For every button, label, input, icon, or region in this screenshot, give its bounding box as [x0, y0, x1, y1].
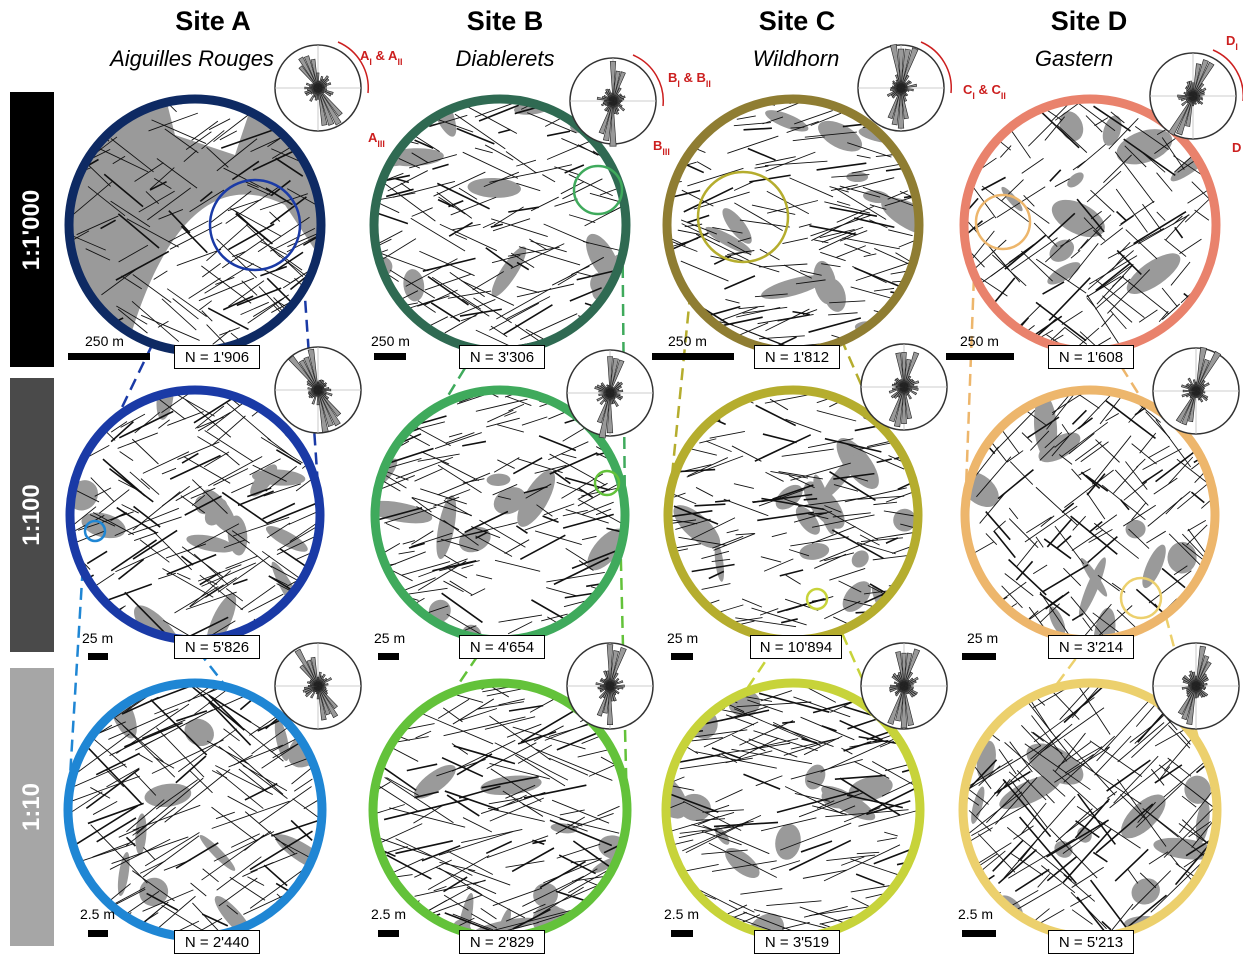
site-c-subtitle: Wildhorn [752, 46, 840, 71]
count-b-1000: N = 3'306 [459, 345, 545, 369]
site-a-title: Site A [175, 6, 251, 36]
site-d-title: Site D [1050, 6, 1128, 36]
rose-diagram-d-10 [1152, 642, 1240, 730]
set-arc-a [337, 41, 370, 94]
site-d-subtitle: Gastern [1034, 46, 1114, 71]
scale-bar-d-10 [962, 930, 996, 937]
set-arc-c [920, 41, 953, 94]
zoom-circle-b-0 [572, 164, 624, 216]
rose-diagram-c-10 [860, 642, 948, 730]
fracture-map-c-100 [672, 394, 914, 636]
zoom-circle-a-1 [83, 519, 107, 543]
rose-diagram-a-1000 [274, 44, 362, 132]
rose-diagram-c-100 [860, 343, 948, 431]
scale-label-a-100: 25 m [82, 630, 114, 646]
rose-diagram-c-1000 [857, 44, 945, 132]
rose-diagram-b-10 [566, 642, 654, 730]
row-band-1-1000: 1:1'000 [10, 92, 54, 367]
scale-bar-d-100 [962, 653, 996, 660]
fracture-map-a-100 [74, 394, 316, 636]
scale-label-d-10: 2.5 m [958, 906, 994, 922]
zoom-circle-b-1 [593, 469, 621, 497]
scale-bar-b-100 [378, 653, 399, 660]
set-label-b-0: BI & BII [668, 70, 711, 89]
scale-bar-c-100 [671, 653, 693, 660]
zoom-circle-c-1 [805, 587, 829, 611]
site-b-title: Site B [466, 6, 544, 36]
zoom-circle-a-0 [208, 178, 302, 272]
scale-label-c-100: 25 m [667, 630, 699, 646]
fracture-map-d-10 [967, 687, 1213, 933]
scale-label-b-1000: 250 m [371, 333, 410, 349]
scale-label-b-100: 25 m [374, 630, 406, 646]
site-b-subtitle: Diablerets [455, 46, 555, 71]
rose-diagram-a-10 [274, 642, 362, 730]
count-d-100: N = 3'214 [1048, 635, 1134, 659]
rose-diagram-b-100 [566, 349, 654, 439]
zoom-circle-c-0 [696, 170, 790, 264]
row-band-1-10: 1:10 [10, 668, 54, 946]
scale-label-d-1000: 250 m [960, 333, 999, 349]
scale-label-c-10: 2.5 m [664, 906, 700, 922]
scale-bar-a-10 [88, 930, 108, 937]
scale-label-a-10: 2.5 m [80, 906, 116, 922]
count-c-10: N = 3'519 [754, 930, 840, 954]
count-b-10: N = 2'829 [459, 930, 545, 954]
count-d-1000: N = 1'608 [1048, 345, 1134, 369]
fracture-map-c-1000 [671, 103, 915, 347]
site-a-subtitle: Aiguilles Rouges [110, 46, 274, 71]
count-c-1000: N = 1'812 [754, 345, 840, 369]
rose-diagram-d-100 [1152, 346, 1240, 435]
set-label-b-1: BIII [653, 138, 670, 157]
scale-bar-a-1000 [68, 353, 150, 360]
set-label-c-0: CI & CII [963, 82, 1006, 101]
set-label-d-0: DI [1226, 33, 1238, 52]
count-a-1000: N = 1'906 [174, 345, 260, 369]
set-label-a-0: AI & AII [360, 48, 402, 67]
row-band-1-100: 1:100 [10, 378, 54, 652]
fracture-map-c-10 [670, 687, 916, 933]
scale-bar-c-10 [671, 930, 693, 937]
site-c-title: Site C [758, 6, 836, 36]
set-label-d-1: D [1232, 140, 1241, 155]
zoom-circle-d-1 [1119, 576, 1163, 620]
scale-label-b-10: 2.5 m [371, 906, 407, 922]
zoom-circle-d-0 [974, 193, 1032, 251]
count-d-10: N = 5'213 [1048, 930, 1134, 954]
count-c-100: N = 10'894 [750, 635, 842, 659]
scale-bar-b-10 [378, 930, 399, 937]
fracture-map-a-1000 [73, 103, 317, 347]
scale-label-a-1000: 250 m [85, 333, 124, 349]
scale-label-c-1000: 250 m [668, 333, 707, 349]
scale-bar-a-100 [88, 653, 108, 660]
scale-bar-d-1000 [946, 353, 1014, 360]
scale-label-d-100: 25 m [967, 630, 999, 646]
count-b-100: N = 4'654 [459, 635, 545, 659]
rose-diagram-b-1000 [569, 57, 657, 147]
scale-bar-c-1000 [652, 353, 734, 360]
scale-bar-b-1000 [374, 353, 406, 360]
rose-diagram-a-100 [274, 346, 362, 434]
count-a-10: N = 2'440 [174, 930, 260, 954]
set-arc-d [1212, 49, 1243, 101]
set-arc-b [632, 54, 665, 107]
count-a-100: N = 5'826 [174, 635, 260, 659]
rose-diagram-d-1000 [1149, 52, 1237, 140]
set-label-a-1: AIII [368, 130, 385, 149]
